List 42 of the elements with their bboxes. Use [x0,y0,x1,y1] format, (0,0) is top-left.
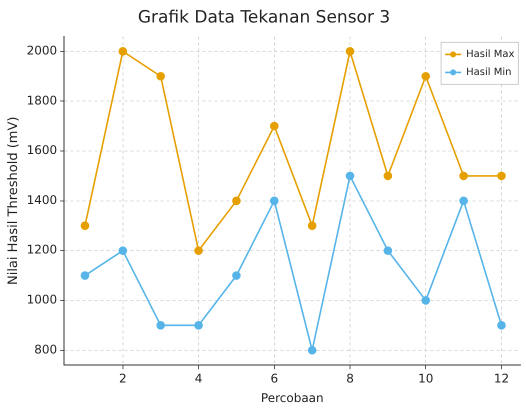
point [118,47,128,56]
x-tick-label: 4 [194,372,202,386]
point [459,196,468,206]
x-tick-label: 6 [270,372,278,386]
point [346,172,354,180]
point [384,172,392,180]
point [194,321,203,330]
point [156,72,165,81]
point [80,271,90,280]
point [270,122,279,130]
point [308,346,316,355]
y-tick-label: 1600 [26,143,58,158]
point [459,172,468,180]
y-tick-label: 1000 [26,292,58,307]
point [194,246,203,255]
point [232,196,241,206]
point [497,172,506,180]
x-tick-label: 12 [494,372,510,386]
legend-label: Hasil Min [466,66,512,78]
y-tick-label: 1400 [26,192,58,207]
point [497,321,506,330]
point [270,196,279,206]
x-axis-title: Percobaan [260,390,324,405]
legend-label: Hasil Max [466,48,514,60]
point [156,321,165,330]
point [346,47,354,56]
x-tick-label: 2 [119,372,127,386]
point [232,271,241,280]
y-axis-title: Nilai Hasil Threshold (mV) [6,116,22,286]
x-tick-label: 8 [346,372,354,386]
point [80,221,90,230]
x-tick-label: 10 [418,372,434,386]
chart-title: Grafik Data Tekanan Sensor 3 [138,8,390,28]
point [421,296,430,305]
y-tick-label: 1800 [26,93,58,108]
point [308,221,316,230]
y-tick-label: 800 [34,342,58,356]
point [421,72,430,81]
y-tick-label: 1200 [26,242,58,257]
point [384,246,392,255]
point [118,246,128,255]
y-tick-label: 2000 [26,43,58,58]
